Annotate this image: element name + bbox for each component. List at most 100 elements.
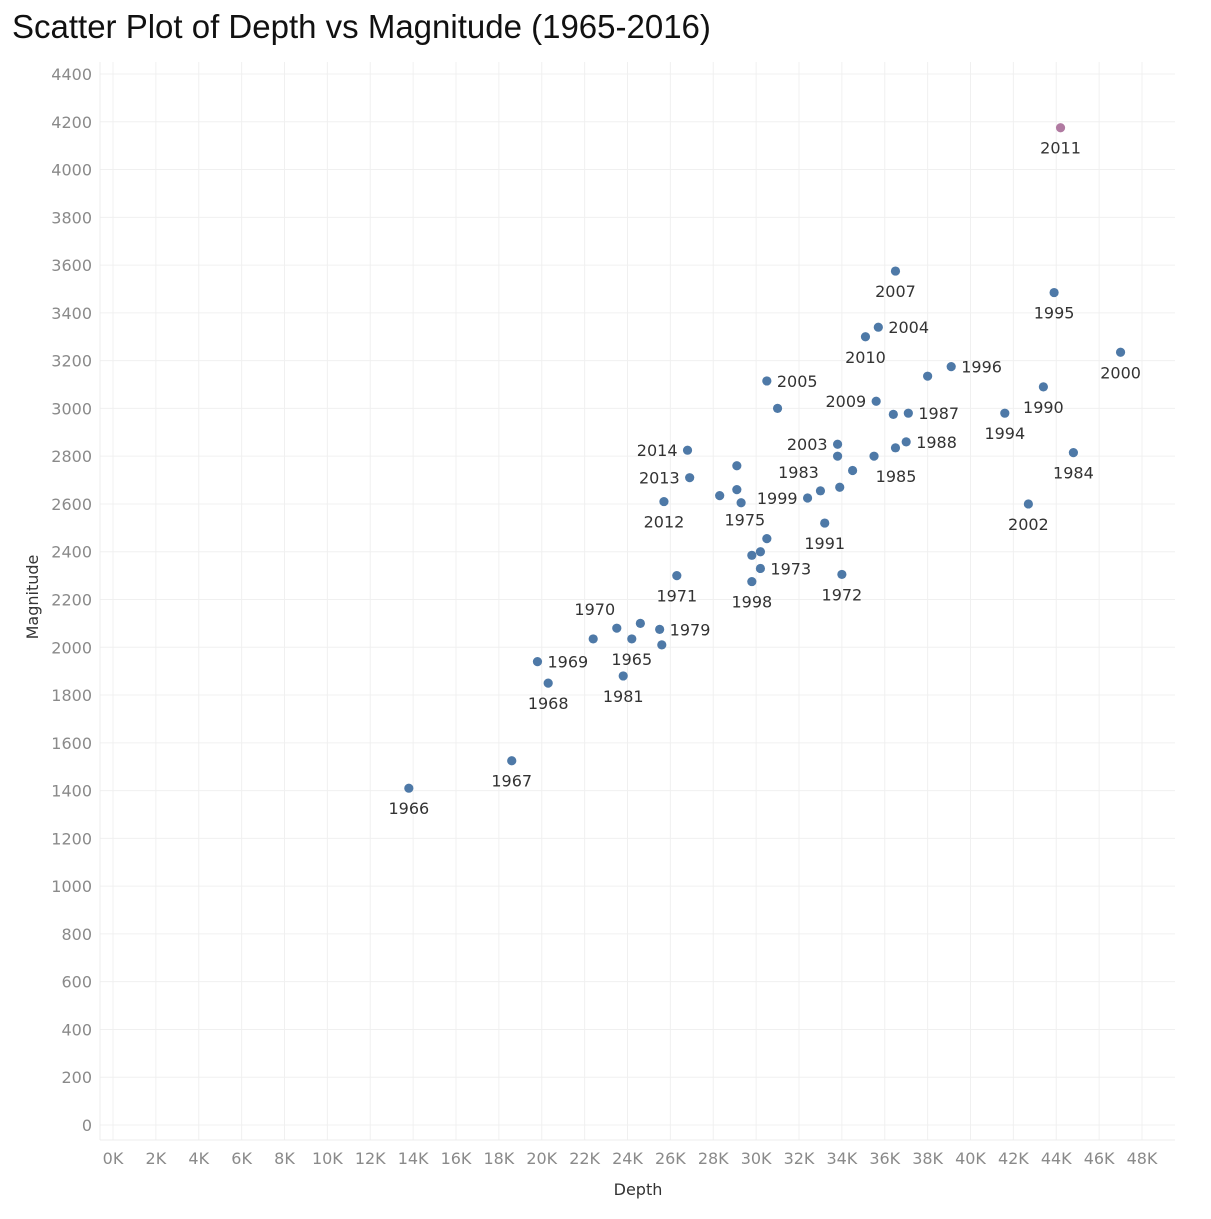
y-tick-label: 800 xyxy=(61,925,92,944)
data-point[interactable] xyxy=(802,493,813,503)
data-point[interactable] xyxy=(901,437,911,447)
data-label: 2005 xyxy=(777,372,818,391)
data-label: 1998 xyxy=(731,593,772,612)
data-label: 1966 xyxy=(388,799,429,818)
data-point[interactable] xyxy=(1049,287,1059,298)
data-point[interactable] xyxy=(747,576,757,587)
data-point[interactable] xyxy=(1055,123,1066,133)
y-tick-label: 2800 xyxy=(51,447,92,466)
data-label: 1999 xyxy=(757,489,798,508)
data-point[interactable] xyxy=(860,332,871,342)
y-axis-title: Magnitude xyxy=(23,555,42,640)
data-point[interactable] xyxy=(627,634,637,644)
x-tick-label: 32K xyxy=(784,1149,815,1168)
data-point[interactable] xyxy=(890,443,901,453)
data-point[interactable] xyxy=(1038,382,1048,392)
data-point[interactable] xyxy=(736,498,746,508)
data-point[interactable] xyxy=(820,518,830,528)
data-point[interactable] xyxy=(732,461,742,471)
data-label: 2004 xyxy=(888,318,929,337)
x-tick-label: 0K xyxy=(103,1149,124,1168)
data-label: 2012 xyxy=(644,513,685,532)
data-point[interactable] xyxy=(657,640,667,650)
x-tick-label: 24K xyxy=(612,1149,643,1168)
data-point[interactable] xyxy=(903,408,913,418)
data-point[interactable] xyxy=(1000,408,1010,418)
data-label: 1988 xyxy=(916,433,957,452)
data-label: 1975 xyxy=(724,511,765,530)
x-tick-label: 12K xyxy=(355,1149,386,1168)
data-point[interactable] xyxy=(888,409,898,419)
data-point[interactable] xyxy=(404,783,414,793)
data-label: 1973 xyxy=(770,559,811,578)
data-points xyxy=(404,123,1126,793)
data-point[interactable] xyxy=(762,376,772,386)
x-tick-label: 44K xyxy=(1041,1149,1072,1168)
data-point[interactable] xyxy=(732,485,742,495)
x-tick-label: 42K xyxy=(998,1149,1029,1168)
y-tick-label: 2400 xyxy=(51,543,92,562)
data-point[interactable] xyxy=(715,490,725,501)
data-label: 1996 xyxy=(961,358,1002,377)
data-point[interactable] xyxy=(747,550,757,560)
data-point[interactable] xyxy=(890,266,901,276)
data-point[interactable] xyxy=(837,569,847,580)
data-point[interactable] xyxy=(612,623,622,633)
data-point[interactable] xyxy=(873,322,883,332)
x-tick-label: 6K xyxy=(231,1149,252,1168)
x-tick-label: 36K xyxy=(869,1149,900,1168)
y-tick-label: 4000 xyxy=(51,161,92,180)
x-tick-label: 10K xyxy=(312,1149,343,1168)
data-point[interactable] xyxy=(946,362,956,372)
data-point[interactable] xyxy=(1023,499,1033,509)
x-tick-label: 18K xyxy=(483,1149,514,1168)
data-point[interactable] xyxy=(832,439,843,449)
data-label: 1994 xyxy=(984,424,1025,443)
data-label: 2003 xyxy=(787,435,828,454)
data-point[interactable] xyxy=(685,473,695,483)
y-tick-label: 3000 xyxy=(51,399,92,418)
y-tick-label: 200 xyxy=(61,1068,92,1087)
data-label: 2013 xyxy=(639,469,680,488)
y-tick-label: 4200 xyxy=(51,113,92,132)
axes: 0K 2K 4K 6K 8K 10K 12K 14K 16K 18K 20K 22K 24K 26K 28K… xyxy=(51,62,1175,1168)
data-labels: 1966 1967 1968 1969 1981 1970 1965 1979 1971 2012… xyxy=(388,139,1140,818)
data-point[interactable] xyxy=(543,678,553,688)
data-point[interactable] xyxy=(772,403,783,414)
data-point[interactable] xyxy=(871,396,881,406)
y-tick-label: 600 xyxy=(61,973,92,992)
data-point[interactable] xyxy=(1115,347,1126,357)
data-point[interactable] xyxy=(635,618,645,628)
data-point[interactable] xyxy=(588,634,598,644)
data-label: 1984 xyxy=(1053,464,1094,483)
data-point[interactable] xyxy=(1068,447,1078,458)
data-point[interactable] xyxy=(659,496,669,507)
data-point[interactable] xyxy=(755,563,766,574)
x-axis-title: Depth xyxy=(614,1180,663,1199)
data-point[interactable] xyxy=(869,451,879,461)
x-tick-label: 26K xyxy=(655,1149,686,1168)
data-point[interactable] xyxy=(682,445,693,455)
data-point[interactable] xyxy=(672,571,682,581)
data-label: 1971 xyxy=(656,587,697,606)
data-point[interactable] xyxy=(832,451,843,461)
x-tick-label: 28K xyxy=(698,1149,729,1168)
data-label: 1985 xyxy=(876,467,917,486)
data-label: 1965 xyxy=(611,650,652,669)
y-tick-label: 1000 xyxy=(51,877,92,896)
data-point[interactable] xyxy=(507,756,517,766)
x-tick-label: 8K xyxy=(274,1149,295,1168)
data-point[interactable] xyxy=(762,533,772,544)
y-tick-label: 4400 xyxy=(51,65,92,84)
y-tick-label: 1600 xyxy=(51,734,92,753)
data-point[interactable] xyxy=(923,371,933,381)
data-point[interactable] xyxy=(815,486,826,496)
data-point[interactable] xyxy=(835,482,845,492)
data-point[interactable] xyxy=(655,624,665,634)
x-tick-label: 14K xyxy=(398,1149,429,1168)
x-tick-label: 22K xyxy=(569,1149,600,1168)
data-point[interactable] xyxy=(532,657,543,667)
data-point[interactable] xyxy=(618,671,628,681)
data-point[interactable] xyxy=(847,465,858,476)
data-point[interactable] xyxy=(755,547,766,557)
